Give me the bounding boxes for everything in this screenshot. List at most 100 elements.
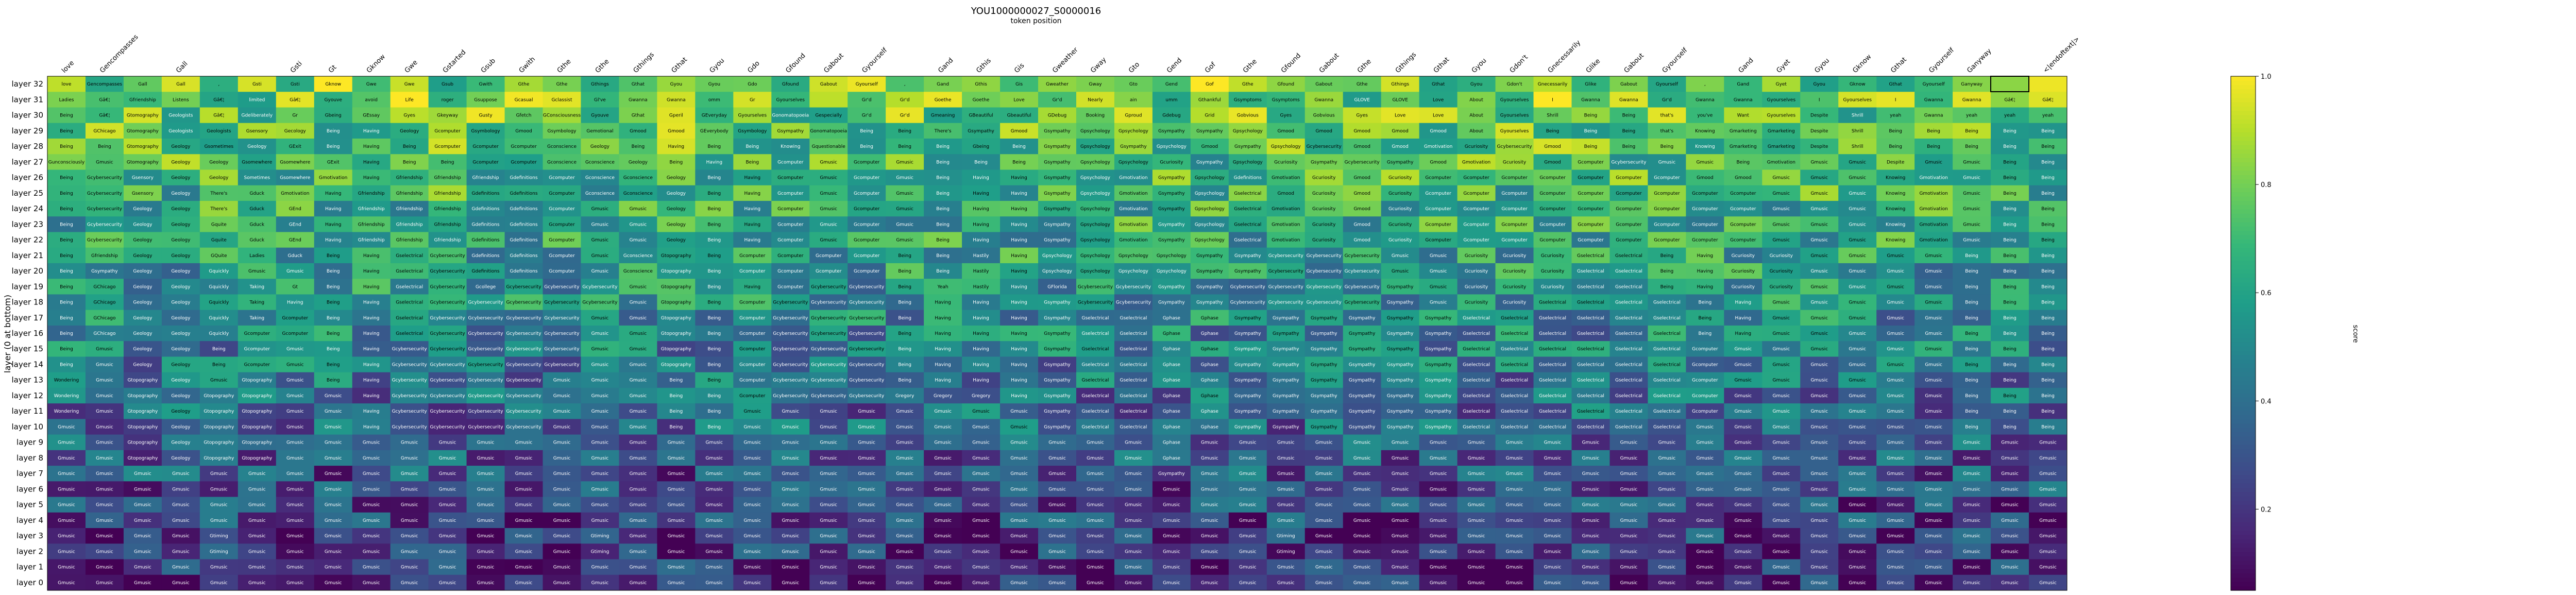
cell-token-label: Gphase: [1163, 362, 1181, 367]
cell-token-label: Gpsychology: [1042, 269, 1073, 274]
heatmap-cell: [1038, 107, 1077, 124]
cell-token-label: Being: [2003, 160, 2016, 165]
cell-token-label: Being: [1660, 269, 1674, 274]
cell-token-label: Gmusic: [744, 487, 761, 492]
heatmap-cell: [1762, 92, 1801, 108]
cell-token-label: Being: [1737, 160, 1750, 165]
cell-token-label: Gcybersecurity: [1307, 144, 1342, 149]
heatmap-cell: [2029, 92, 2067, 108]
cell-token-label: Gmusic: [744, 440, 761, 446]
cell-token-label: Gcomputer: [549, 253, 575, 259]
cell-token-label: Gmusic: [1735, 440, 1752, 446]
cell-token-label: Gmusic: [1048, 549, 1066, 554]
cell-token-label: Being: [708, 424, 721, 430]
cell-token-label: Having: [1011, 238, 1027, 243]
heatmap-cell: [1266, 107, 1306, 124]
cell-token-label: Gcybersecurity: [1307, 269, 1342, 274]
colorbar-segment: [2231, 586, 2256, 591]
cell-token-label: Being: [60, 362, 73, 367]
cell-token-label: Gcomputer: [549, 207, 575, 212]
cell-token-label: Gsomewhere: [280, 160, 311, 165]
colorbar-segment: [2231, 406, 2256, 411]
cell-token-label: Gcomputer: [1654, 207, 1680, 212]
cell-token-label: Hastily: [973, 253, 990, 259]
cell-token-label: Gmusic: [630, 347, 647, 352]
cell-token-label: Gselectrical: [1463, 316, 1490, 321]
cell-token-label: Gmusic: [1925, 331, 1942, 336]
cell-token-label: Being: [708, 394, 721, 399]
heatmap-cell: [1495, 138, 1534, 155]
cell-token-label: Gmusic: [1620, 549, 1638, 554]
cell-token-label: Gpsychology: [1080, 160, 1111, 165]
cell-token-label: Gmusic: [286, 378, 304, 383]
cell-token-label: Gdefinitions: [1234, 176, 1262, 181]
cell-token-label: Geologists: [207, 129, 231, 134]
heatmap-cell: [657, 123, 696, 139]
colorbar-segment: [2231, 123, 2256, 128]
cell-token-label: Gphase: [1201, 378, 1219, 383]
cell-token-label: Gmusic: [1925, 581, 1942, 586]
heatmap-cell: [1533, 154, 1572, 170]
cell-token-label: Being: [1546, 129, 1560, 134]
cell-token-label: Gmusic: [1925, 362, 1942, 367]
cell-token-label: Gmusic: [896, 471, 913, 477]
cell-token-label: Geology: [171, 207, 191, 212]
cell-token-label: Being: [327, 362, 340, 367]
cell-token-label: Gcomputer: [816, 253, 842, 259]
cell-token-label: Gmusic: [96, 471, 113, 477]
cell-token-label: Gmusic: [591, 409, 609, 414]
heatmap-cell: [924, 123, 962, 139]
cell-token-label: Gsympathy: [1234, 144, 1261, 149]
cell-token-label: Gmusic: [1048, 581, 1066, 586]
cell-token-label: Gmusic: [1697, 581, 1714, 586]
cell-token-label: Gfriendship: [396, 222, 423, 227]
cell-token-label: Gto: [1129, 82, 1138, 87]
cell-token-label: Gduck: [250, 207, 265, 212]
cell-token-label: Gmusic: [668, 456, 685, 461]
cell-token-label: Gyourself: [1923, 82, 1945, 87]
cell-token-label: Gmusic: [820, 160, 837, 165]
cell-token-label: Gmusic: [1810, 456, 1828, 461]
cell-token-label: Gphase: [1201, 424, 1219, 430]
cell-token-label: Gphase: [1201, 362, 1219, 367]
heatmap-cell: [695, 76, 734, 92]
cell-token-label: Gmusic: [2001, 503, 2019, 508]
cell-token-label: Gmusic: [591, 456, 609, 461]
cell-token-label: Gsympathy: [1425, 394, 1452, 399]
cell-token-label: Gmusic: [401, 534, 418, 539]
cell-token-label: Gmusic: [1735, 347, 1752, 352]
heatmap-cell: [276, 123, 315, 139]
cell-token-label: Gmusic: [1315, 549, 1333, 554]
cell-token-label: Gmusic: [1849, 378, 1866, 383]
cell-token-label: Being: [1927, 129, 1940, 134]
cell-token-label: Gfriendship: [434, 207, 461, 212]
cell-token-label: Gmusic: [1849, 581, 1866, 586]
cell-token-label: Gmusic: [515, 534, 533, 539]
row-label: layer 18: [12, 298, 44, 307]
cell-token-label: Gmusic: [553, 409, 571, 414]
cell-token-label: Gmusic: [1810, 207, 1828, 212]
cell-token-label: Gr'd: [862, 113, 872, 118]
cell-token-label: Gmusic: [591, 487, 609, 492]
cell-token-label: Gmusic: [1392, 487, 1409, 492]
cell-token-label: Gselectrical: [1082, 362, 1109, 367]
colorbar-segment: [2231, 166, 2256, 171]
cell-token-label: Gmusic: [1772, 549, 1790, 554]
cell-token-label: Gmood: [1430, 160, 1446, 165]
cell-token-label: Gsympathy: [1273, 424, 1299, 430]
heatmap-cell: [1266, 138, 1306, 155]
cell-token-label: Having: [935, 300, 951, 305]
cell-token-label: Being: [1012, 144, 1026, 149]
heatmap-cell: [543, 92, 581, 108]
heatmap-cell: [2029, 76, 2067, 92]
cell-token-label: Being: [708, 144, 721, 149]
cell-token-label: Gcuriosity: [1388, 207, 1412, 212]
cell-token-label: Gcybersecurity: [1611, 160, 1647, 165]
cell-token-label: Gselectrical: [1615, 269, 1642, 274]
cell-token-label: Gmusic: [858, 440, 875, 446]
cell-token-label: Being: [1660, 253, 1674, 259]
cell-token-label: Gcomputer: [739, 362, 766, 367]
colorbar-segment: [2231, 209, 2256, 214]
cell-token-label: Gcybersecurity: [468, 362, 503, 367]
cell-token-label: Gcomputer: [1463, 222, 1489, 227]
